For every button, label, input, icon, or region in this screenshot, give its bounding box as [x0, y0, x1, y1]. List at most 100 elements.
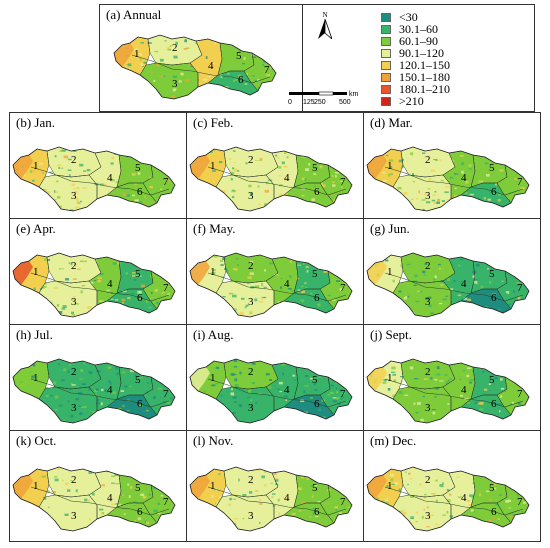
texture-speckle [103, 183, 107, 187]
texture-speckle [33, 417, 39, 419]
texture-speckle [24, 421, 29, 423]
texture-speckle [133, 520, 137, 522]
texture-speckle [341, 489, 344, 492]
texture-speckle [73, 278, 77, 280]
texture-speckle [93, 527, 98, 530]
texture-speckle [118, 283, 121, 285]
texture-speckle [339, 398, 342, 400]
texture-speckle [528, 419, 529, 423]
legend-label: 30.1–60 [399, 22, 438, 36]
texture-speckle [134, 374, 137, 377]
texture-speckle [514, 264, 519, 268]
texture-speckle [128, 63, 132, 67]
texture-speckle [260, 176, 264, 179]
texture-speckle [97, 277, 102, 279]
texture-speckle [431, 169, 435, 172]
texture-speckle [468, 504, 473, 506]
texture-speckle [59, 205, 62, 208]
texture-speckle [339, 159, 343, 161]
texture-speckle [190, 520, 195, 522]
texture-speckle [197, 415, 201, 419]
texture-speckle [258, 392, 262, 395]
basin-outline [113, 34, 277, 100]
texture-speckle [101, 484, 105, 487]
texture-speckle [338, 274, 342, 278]
texture-speckle [497, 493, 500, 496]
texture-speckle [222, 90, 227, 92]
texture-speckle [343, 469, 347, 471]
texture-speckle [261, 475, 265, 479]
texture-speckle [492, 313, 497, 316]
texture-speckle [463, 521, 467, 525]
texture-speckle [195, 181, 198, 183]
texture-speckle [341, 393, 345, 395]
texture-speckle [349, 263, 352, 265]
texture-speckle [30, 207, 34, 209]
texture-speckle [375, 403, 378, 404]
texture-speckle [445, 295, 449, 297]
western-highland [190, 155, 210, 179]
texture-speckle [315, 529, 319, 531]
texture-speckle [193, 154, 198, 156]
texture-speckle [71, 384, 76, 386]
region-label-2: 2 [425, 366, 431, 378]
texture-speckle [130, 80, 134, 83]
texture-speckle [342, 257, 347, 260]
texture-speckle [426, 526, 430, 528]
texture-speckle [292, 209, 296, 211]
texture-speckle [130, 369, 135, 373]
texture-speckle [515, 166, 519, 169]
texture-speckle [105, 197, 108, 199]
texture-speckle [79, 412, 83, 415]
texture-speckle [348, 313, 351, 317]
texture-speckle [528, 286, 529, 288]
texture-speckle [265, 297, 269, 301]
texture-speckle [123, 95, 126, 98]
texture-speckle [369, 312, 374, 315]
texture-speckle [377, 293, 380, 295]
texture-speckle [74, 190, 78, 194]
texture-speckle [514, 178, 519, 180]
texture-speckle [331, 299, 336, 301]
basin-region-2 [224, 147, 278, 177]
main-river [207, 166, 347, 196]
texture-speckle [405, 525, 408, 528]
texture-speckle [313, 167, 318, 169]
texture-speckle [439, 268, 441, 270]
texture-speckle [272, 270, 276, 274]
texture-speckle [149, 186, 153, 189]
texture-speckle [497, 159, 501, 161]
texture-speckle [368, 498, 372, 501]
texture-speckle [335, 387, 338, 390]
texture-speckle [498, 194, 501, 196]
texture-speckle [284, 152, 287, 154]
basin-region-2 [401, 467, 455, 497]
texture-speckle [93, 389, 98, 393]
texture-speckle [376, 467, 381, 470]
texture-speckle [257, 79, 260, 82]
texture-speckle [79, 147, 82, 149]
texture-speckle [188, 63, 192, 66]
texture-speckle [331, 181, 335, 183]
texture-speckle [86, 169, 91, 172]
texture-speckle [480, 259, 483, 262]
texture-speckle [153, 396, 156, 400]
texture-speckle [19, 398, 22, 400]
basin-region-2 [224, 359, 278, 389]
texture-speckle [198, 95, 202, 97]
texture-speckle [82, 529, 85, 531]
texture-speckle [232, 150, 236, 152]
texture-speckle [157, 512, 162, 515]
texture-speckle [442, 298, 447, 301]
texture-speckle [167, 313, 170, 316]
texture-speckle [47, 279, 51, 282]
texture-speckle [282, 372, 284, 376]
texture-speckle [459, 258, 464, 260]
texture-speckle [388, 301, 390, 303]
texture-speckle [154, 149, 157, 151]
texture-speckle [466, 416, 471, 419]
texture-speckle [117, 262, 121, 265]
panel-label: (e) Apr. [16, 221, 56, 236]
texture-speckle [424, 262, 428, 265]
texture-speckle [221, 307, 225, 311]
